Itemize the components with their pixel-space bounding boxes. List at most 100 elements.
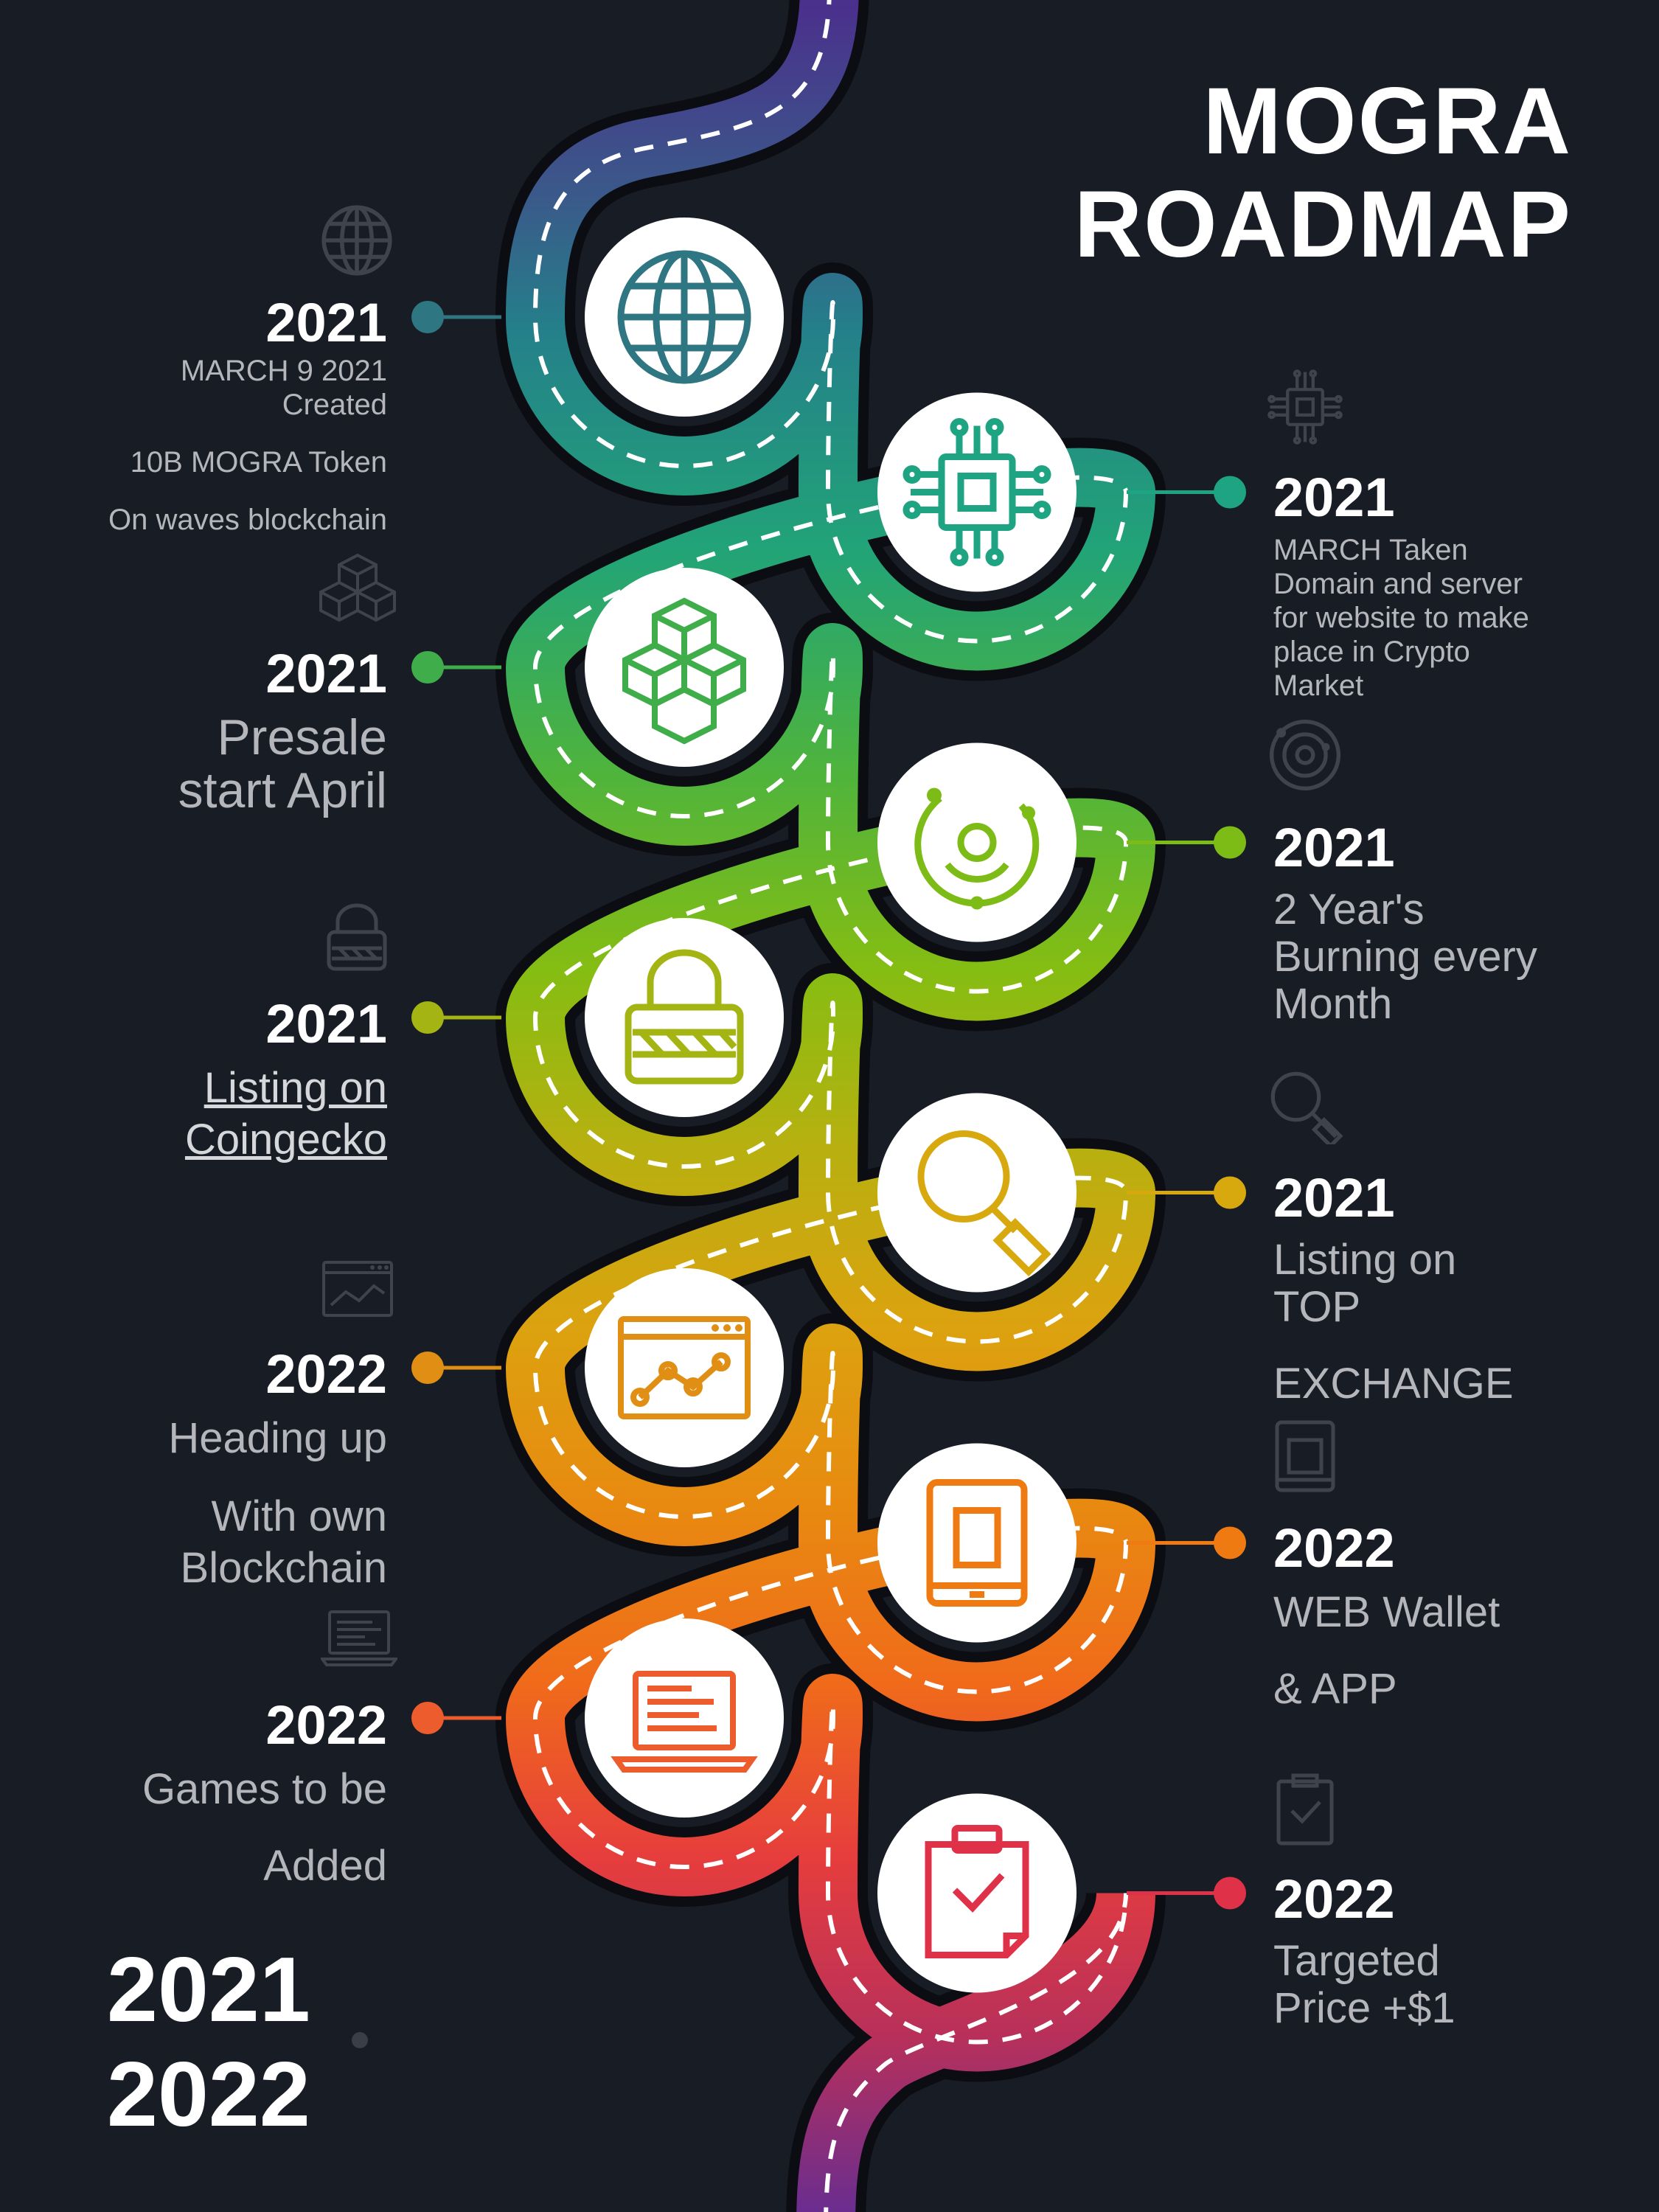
end-year: 2022	[107, 2044, 310, 2146]
orbit-icon	[1269, 719, 1341, 791]
milestone-year: 2021	[265, 292, 387, 353]
decorative-dot	[352, 2032, 368, 2048]
icon-disc	[877, 1093, 1077, 1293]
milestone-marker	[411, 1268, 784, 1467]
connector-dot	[1214, 1877, 1246, 1910]
milestone-7: 2022 Heading up With own Blockchain	[0, 1343, 387, 1594]
milestone-description: MARCH 9 2021 Created 10B MOGRA Token On …	[0, 354, 387, 537]
desc-line: Created	[282, 389, 387, 421]
milestone-marker	[877, 1443, 1246, 1643]
milestone-4: 2021 2 Year's Burning every Month	[1273, 817, 1659, 1028]
milestone-marker	[411, 218, 784, 417]
desc-line: Burning every	[1273, 933, 1537, 981]
desc-line: for website to make	[1273, 602, 1529, 634]
desc-line: Market	[1273, 669, 1364, 702]
desc-line: On waves blockchain	[108, 504, 387, 536]
connector-dot	[411, 1702, 444, 1734]
icon-disc	[877, 1793, 1077, 1993]
desc-line: Blockchain	[180, 1544, 387, 1592]
icon-disc	[877, 742, 1077, 942]
desc-line: Added	[263, 1842, 387, 1890]
lock-icon	[327, 903, 387, 971]
milestone-description: Targeted Price +$1	[1273, 1938, 1659, 2032]
connector-dot	[1214, 476, 1246, 509]
milestone-description: WEB Wallet & APP	[1273, 1587, 1659, 1715]
milestone-markers	[411, 218, 1246, 1993]
milestone-marker	[877, 742, 1246, 942]
years-range: 2021 2022	[107, 1938, 310, 2147]
laptop-icon	[611, 1671, 758, 1773]
desc-line: Month	[1273, 980, 1393, 1028]
globe-icon	[321, 205, 392, 276]
magnifier-icon	[1270, 1071, 1343, 1144]
milestone-description: Listing on Coingecko	[0, 1062, 387, 1166]
milestone-year: 2021	[1273, 817, 1395, 878]
desc-line: start April	[178, 762, 387, 818]
milestone-year: 2021	[265, 643, 387, 704]
desc-line: MARCH 9 2021	[180, 355, 387, 387]
road-lane-dashes	[532, 0, 1129, 2212]
desc-line: WEB Wallet	[1273, 1588, 1500, 1636]
desc-line: With own	[211, 1492, 387, 1540]
laptop-icon	[321, 1610, 397, 1666]
milestone-5: 2021 Listing on Coingecko	[0, 993, 387, 1166]
clipboard-check-icon	[1276, 1773, 1334, 1846]
connector-dot	[1214, 1526, 1246, 1559]
milestone-description: Presale start April	[0, 711, 387, 817]
milestone-marker	[877, 392, 1246, 592]
milestone-year: 2021	[1273, 1167, 1395, 1228]
desc-line: Listing on	[1273, 1236, 1457, 1284]
title-line-1: MOGRA	[1203, 69, 1572, 174]
desc-line: Heading up	[168, 1414, 387, 1462]
milestone-year: 2022	[1273, 1868, 1395, 1930]
desc-line: Domain and server	[1273, 568, 1523, 600]
milestone-3: 2021 Presale start April	[0, 643, 387, 817]
connector-dot	[411, 1352, 444, 1384]
cubes-icon	[622, 597, 746, 745]
connector-dot	[411, 651, 444, 684]
lock-icon	[625, 949, 744, 1085]
orbit-icon	[914, 787, 1040, 910]
start-year: 2021	[107, 1939, 310, 2041]
coingecko-link[interactable]: Listing on	[204, 1064, 387, 1112]
page-title: MOGRA ROADMAP	[1074, 70, 1572, 276]
milestone-9: 2022 Games to be Added	[0, 1694, 387, 1892]
desc-line: place in Crypto	[1273, 636, 1470, 668]
line-chart-window-icon	[322, 1261, 393, 1317]
desc-line: 2 Year's	[1273, 886, 1425, 933]
milestone-year: 2022	[265, 1694, 387, 1756]
icon-disc	[585, 918, 784, 1117]
desc-line: Presale	[217, 709, 387, 765]
desc-line: EXCHANGE	[1273, 1360, 1514, 1408]
milestone-description: 2 Year's Burning every Month	[1273, 886, 1659, 1028]
milestone-10: 2022 Targeted Price +$1	[1273, 1868, 1659, 2032]
desc-line: TOP	[1273, 1283, 1361, 1331]
desc-line: 10B MOGRA Token	[130, 446, 387, 479]
desc-line: Games to be	[142, 1765, 387, 1813]
chip-icon	[902, 418, 1051, 566]
desc-line: MARCH Taken	[1273, 534, 1468, 566]
connector-dot	[1214, 1176, 1246, 1209]
milestone-year: 2022	[1273, 1517, 1395, 1579]
line-chart-window-icon	[618, 1316, 751, 1419]
road-path	[495, 0, 1166, 2212]
milestone-marker	[877, 1793, 1246, 1993]
globe-icon	[617, 250, 751, 384]
milestone-year: 2022	[265, 1343, 387, 1405]
milestone-1: 2021 MARCH 9 2021 Created 10B MOGRA Toke…	[0, 292, 387, 537]
milestone-8: 2022 WEB Wallet & APP	[1273, 1517, 1659, 1715]
coingecko-link[interactable]: Coingecko	[184, 1116, 387, 1164]
milestone-year: 2021	[1273, 467, 1395, 528]
clipboard-check-icon	[925, 1825, 1029, 1958]
cubes-icon	[319, 553, 396, 622]
desc-line: Targeted	[1273, 1937, 1440, 1985]
connector-dot	[411, 1001, 444, 1034]
milestone-year: 2021	[265, 993, 387, 1054]
desc-line: & APP	[1273, 1665, 1397, 1713]
milestone-description: Heading up With own Blockchain	[0, 1413, 387, 1594]
connector-dot	[411, 301, 444, 333]
desc-line: Price +$1	[1273, 1984, 1455, 2032]
milestone-2: 2021 MARCH Taken Domain and server for w…	[1273, 467, 1659, 703]
milestone-6: 2021 Listing on TOP EXCHANGE	[1273, 1167, 1659, 1408]
